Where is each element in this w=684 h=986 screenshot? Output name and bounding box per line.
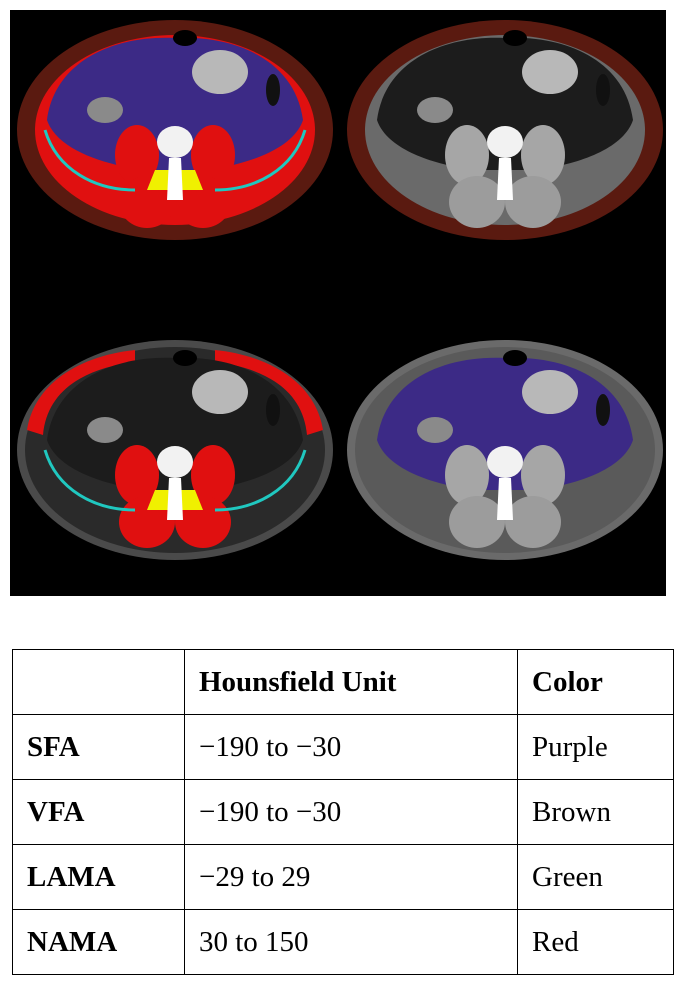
row-label: VFA [12,779,185,845]
row-color: Green [517,844,674,910]
row-color: Purple [517,714,674,780]
hounsfield-table: Hounsfield Unit Color SFA −190 to −30 Pu… [12,649,674,975]
table-row: LAMA −29 to 29 Green [12,844,674,910]
row-hu-range: −190 to −30 [184,779,518,845]
row-label: LAMA [12,844,185,910]
table-header-empty [12,649,185,715]
table-row: SFA −190 to −30 Purple [12,714,674,780]
ct-panel-muscle-overlay [17,340,333,560]
table-header-color: Color [517,649,674,715]
row-hu-range: −190 to −30 [184,714,518,780]
ct-panel-sfa-overlay [347,340,663,560]
table-header-hounsfield-unit: Hounsfield Unit [184,649,518,715]
row-color: Brown [517,779,674,845]
ct-panel-all-overlays [17,20,333,240]
ct-figure-svg [17,20,663,560]
table-row: VFA −190 to −30 Brown [12,779,674,845]
row-label: SFA [12,714,185,780]
ct-panel-vfa-overlay [347,20,663,240]
row-hu-range: 30 to 150 [184,909,518,975]
table-row: NAMA 30 to 150 Red [12,909,674,975]
row-color: Red [517,909,674,975]
table-header-row: Hounsfield Unit Color [12,649,674,715]
ct-figure [10,10,666,596]
row-label: NAMA [12,909,185,975]
row-hu-range: −29 to 29 [184,844,518,910]
